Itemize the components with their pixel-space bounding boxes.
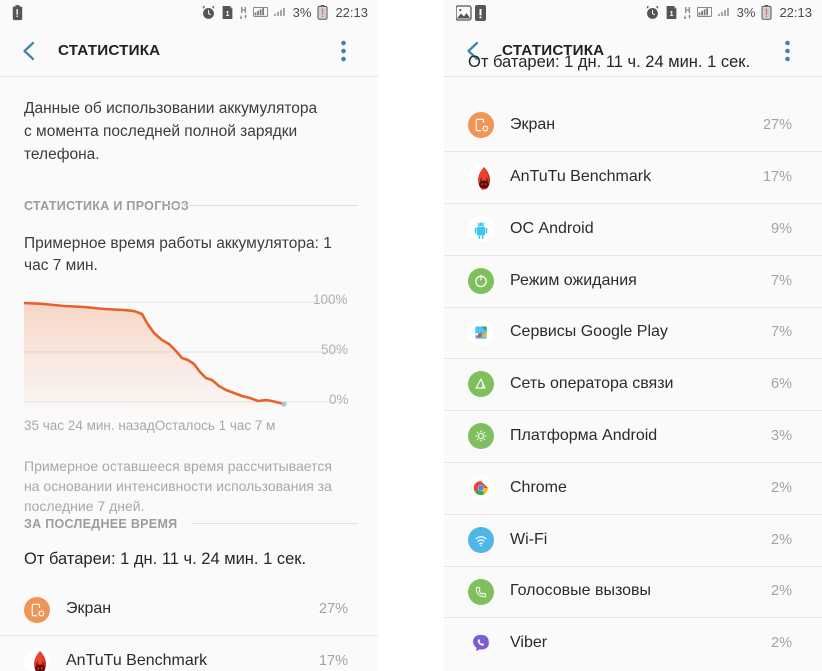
svg-text:1: 1 (669, 9, 673, 18)
svg-text:H: H (684, 6, 690, 15)
svg-text:H: H (240, 6, 246, 15)
svg-text:1: 1 (225, 9, 229, 18)
